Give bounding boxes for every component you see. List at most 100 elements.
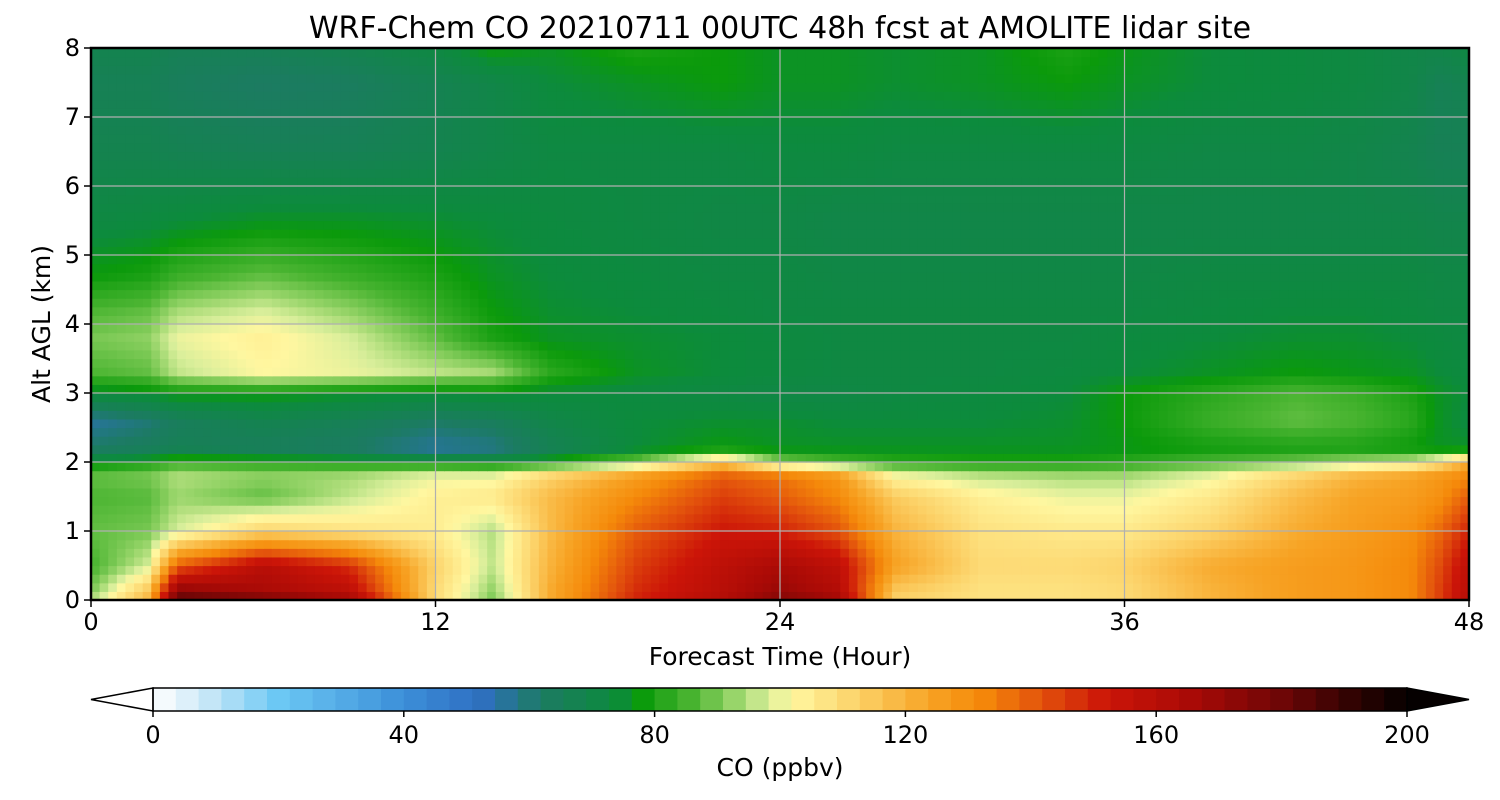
heatmap-cell (202, 358, 213, 368)
heatmap-cell (1184, 574, 1194, 584)
heatmap-cell (108, 427, 118, 437)
heatmap-cell (1184, 427, 1194, 437)
heatmap-cell (409, 367, 419, 377)
heatmap-cell (1279, 479, 1289, 489)
heatmap-cell (504, 556, 514, 567)
heatmap-cell (1210, 522, 1220, 532)
heatmap-cell (1279, 332, 1289, 342)
heatmap-cell (1339, 531, 1350, 541)
heatmap-cell (1202, 582, 1212, 592)
heatmap-cell (728, 393, 738, 403)
heatmap-cell (461, 582, 471, 592)
heatmap-cell (521, 462, 531, 472)
heatmap-cell (1046, 341, 1057, 351)
heatmap-cell (1365, 522, 1375, 532)
heatmap-cell (1133, 453, 1143, 463)
heatmap-cell (401, 479, 411, 489)
heatmap-cell (487, 436, 497, 446)
heatmap-cell (426, 591, 437, 600)
heatmap-cell (1210, 375, 1220, 385)
heatmap-cell (289, 453, 299, 463)
heatmap-cell (659, 332, 669, 342)
heatmap-cell (1158, 436, 1169, 446)
heatmap-cell (607, 462, 617, 472)
heatmap-cell (1210, 539, 1220, 549)
heatmap-cell (728, 418, 738, 429)
heatmap-cell (857, 496, 867, 506)
heatmap-cell (1081, 401, 1091, 411)
heatmap-cell (116, 427, 127, 437)
heatmap-cell (513, 565, 523, 575)
heatmap-cell (960, 444, 971, 454)
heatmap-cell (1460, 565, 1469, 575)
heatmap-cell (814, 393, 824, 403)
heatmap-cell (1322, 531, 1332, 541)
heatmap-cell (556, 548, 566, 558)
heatmap-cell (719, 522, 729, 532)
heatmap-cell (426, 418, 437, 429)
heatmap-cell (883, 496, 893, 506)
heatmap-cell (547, 470, 557, 480)
heatmap-cell (504, 393, 514, 403)
heatmap-cell (211, 401, 221, 411)
heatmap-cell (650, 565, 661, 575)
heatmap-cell (461, 496, 471, 506)
heatmap-cell (513, 367, 523, 377)
heatmap-cell (332, 556, 342, 567)
heatmap-cell (1141, 358, 1151, 368)
heatmap-cell (564, 393, 574, 403)
heatmap-cell (935, 565, 945, 575)
heatmap-cell (1158, 522, 1169, 532)
heatmap-cell (1236, 565, 1246, 575)
heatmap-cell (599, 427, 609, 437)
heatmap-cell (125, 367, 135, 377)
heatmap-cell (1176, 582, 1186, 592)
heatmap-cell (1046, 522, 1057, 532)
heatmap-cell (1322, 444, 1332, 454)
heatmap-cell (1279, 539, 1289, 549)
heatmap-cell (659, 531, 669, 541)
heatmap-cell (168, 496, 178, 506)
heatmap-cell (1029, 358, 1039, 368)
heatmap-cell (1064, 418, 1074, 429)
heatmap-cell (159, 479, 170, 489)
heatmap-cell (978, 418, 988, 429)
heatmap-cell (883, 539, 893, 549)
heatmap-cell (1443, 548, 1453, 558)
heatmap-cell (607, 556, 617, 567)
heatmap-cell (1158, 505, 1169, 515)
heatmap-cell (935, 513, 945, 523)
heatmap-cell (952, 367, 962, 377)
heatmap-cell (771, 556, 781, 567)
heatmap-cell (306, 427, 316, 437)
heatmap-cell (116, 453, 127, 463)
heatmap-cell (952, 574, 962, 584)
heatmap-cell (1305, 427, 1315, 437)
heatmap-cell (917, 349, 928, 360)
heatmap-cell (1357, 375, 1367, 385)
heatmap-cell (1021, 470, 1031, 480)
heatmap-cell (1382, 591, 1393, 600)
heatmap-cell (1029, 591, 1039, 600)
heatmap-cell (909, 470, 919, 480)
heatmap-cell (487, 470, 497, 480)
heatmap-cell (883, 565, 893, 575)
heatmap-cell (1245, 401, 1255, 411)
heatmap-cell (1313, 565, 1324, 575)
heatmap-cell (246, 565, 256, 575)
heatmap-cell (1176, 444, 1186, 454)
heatmap-cell (1331, 548, 1341, 558)
heatmap-cell (349, 496, 359, 506)
heatmap-cell (1072, 349, 1083, 360)
heatmap-cell (530, 418, 540, 429)
heatmap-cell (754, 410, 764, 420)
heatmap-cell (1417, 367, 1427, 377)
heatmap-cell (1365, 367, 1375, 377)
heatmap-cell (521, 522, 531, 532)
heatmap-cell (668, 341, 678, 351)
heatmap-cell (573, 470, 583, 480)
heatmap-cell (1434, 367, 1444, 377)
heatmap-cell (168, 539, 178, 549)
heatmap-cell (814, 496, 824, 506)
heatmap-cell (444, 427, 454, 437)
